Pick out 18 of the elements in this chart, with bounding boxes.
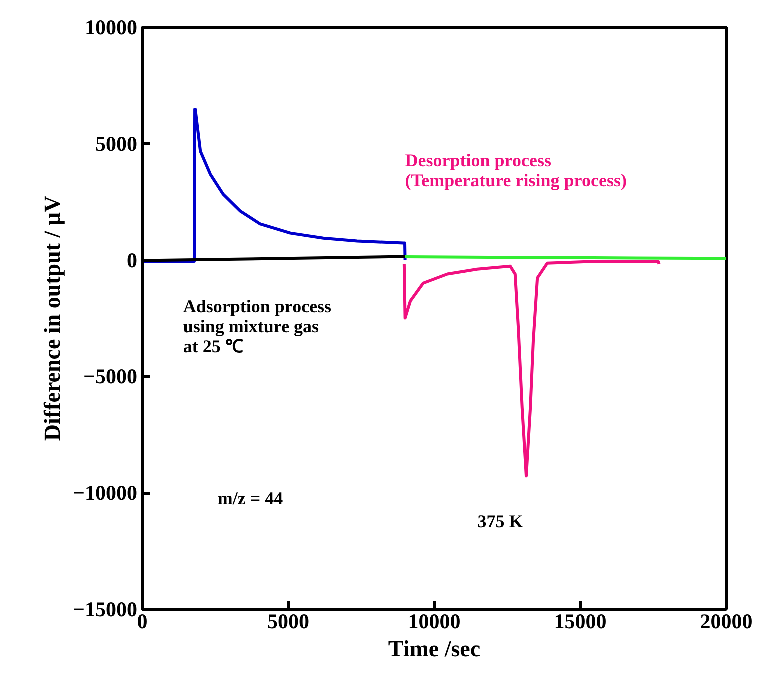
x-tick-label: 15000 (554, 610, 607, 634)
y-tick-label: −5000 (84, 364, 138, 389)
y-tick-label: 5000 (96, 132, 138, 156)
line-series (402, 260, 661, 478)
annotation: 375 K (478, 512, 524, 532)
x-tick-label: 5000 (268, 610, 310, 634)
annotation: Desorption process (Temperature rising process) (405, 150, 627, 190)
annotation: m/z = 44 (218, 488, 284, 508)
x-axis-title: Time /sec (388, 636, 481, 662)
line-series (142, 108, 407, 263)
y-tick-label: −15000 (73, 598, 138, 622)
y-axis-title: Difference in output / μV (40, 196, 66, 442)
annotation: Adsorption process using mixture gas at 25 ℃ (183, 296, 332, 356)
x-tick-label: 20000 (700, 610, 753, 634)
x-tick-label: 10000 (408, 610, 461, 634)
y-tick-label: 10000 (85, 16, 138, 40)
y-tick-label: −10000 (73, 481, 138, 506)
y-tick-label: 0 (127, 248, 138, 272)
